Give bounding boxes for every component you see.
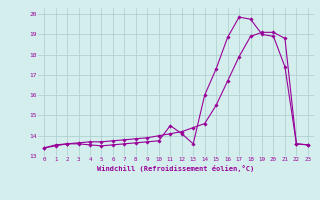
X-axis label: Windchill (Refroidissement éolien,°C): Windchill (Refroidissement éolien,°C) (97, 165, 255, 172)
